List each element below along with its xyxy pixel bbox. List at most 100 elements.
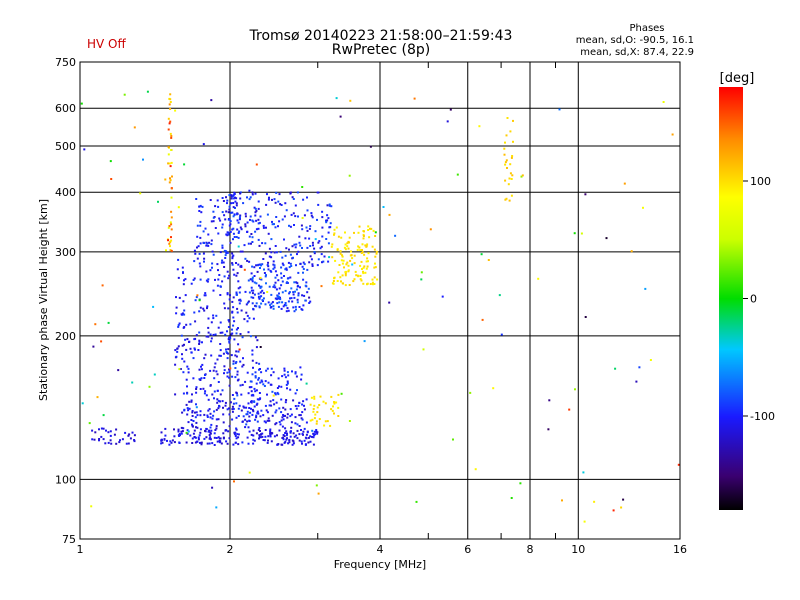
data-point — [612, 509, 615, 512]
data-point — [185, 441, 188, 444]
data-point — [207, 398, 210, 401]
data-point — [282, 434, 285, 436]
data-point — [191, 423, 193, 426]
data-point — [256, 270, 259, 273]
data-point — [131, 431, 134, 434]
data-point — [301, 432, 304, 435]
data-point — [268, 285, 271, 288]
data-point — [203, 413, 206, 416]
data-point — [226, 199, 229, 202]
data-point — [296, 301, 299, 304]
data-point — [177, 428, 180, 431]
data-point — [195, 386, 198, 389]
data-point — [139, 192, 142, 195]
data-point — [210, 99, 213, 102]
data-point — [204, 390, 207, 393]
data-point — [194, 441, 197, 444]
data-point — [233, 273, 236, 276]
data-point — [181, 312, 184, 315]
data-point — [206, 305, 209, 308]
data-point — [168, 443, 171, 446]
data-point — [294, 405, 297, 407]
data-point — [243, 406, 246, 409]
data-point — [166, 439, 168, 442]
data-point — [251, 219, 254, 222]
data-point — [246, 413, 249, 416]
data-point — [584, 316, 587, 318]
data-point — [304, 299, 307, 302]
data-point — [133, 434, 136, 437]
data-point — [246, 320, 249, 323]
data-point — [216, 358, 219, 361]
data-point — [189, 323, 192, 326]
data-point — [446, 120, 449, 123]
data-point — [361, 249, 363, 251]
data-point — [234, 367, 237, 369]
data-point — [359, 278, 362, 281]
data-point — [620, 506, 623, 509]
data-point — [253, 293, 256, 296]
data-point — [337, 406, 340, 409]
data-point — [247, 331, 250, 334]
data-point — [260, 264, 262, 267]
data-point — [226, 293, 229, 296]
data-point — [193, 347, 196, 350]
data-point — [142, 158, 144, 161]
data-point — [253, 405, 256, 408]
data-point — [347, 269, 350, 272]
data-point — [303, 404, 305, 407]
data-point — [152, 305, 155, 308]
data-point — [193, 436, 196, 438]
data-point — [237, 287, 240, 290]
data-point — [194, 252, 197, 255]
data-point — [168, 181, 171, 184]
data-point — [243, 244, 246, 247]
data-point — [274, 286, 277, 289]
data-point — [337, 271, 340, 274]
data-point — [259, 291, 262, 294]
data-point — [358, 246, 361, 249]
data-point — [506, 167, 508, 169]
data-point — [394, 234, 397, 237]
data-point — [169, 165, 172, 168]
phase-stats-o: mean, sd,O: -90.5, 16.1 — [575, 35, 694, 46]
data-point — [277, 297, 280, 300]
data-point — [510, 156, 513, 159]
data-point — [324, 402, 327, 405]
data-point — [242, 363, 245, 366]
data-point — [289, 225, 292, 228]
data-point — [100, 427, 103, 430]
data-point — [311, 265, 314, 267]
data-point — [282, 415, 285, 417]
data-point — [215, 427, 218, 430]
data-point — [294, 305, 297, 308]
data-point — [257, 207, 260, 210]
data-point — [209, 426, 212, 429]
data-point — [273, 223, 275, 226]
data-point — [274, 270, 277, 273]
data-point — [313, 251, 316, 253]
data-point — [277, 393, 280, 396]
data-point — [220, 442, 223, 445]
data-point — [256, 402, 259, 405]
data-point — [317, 492, 320, 495]
data-point — [290, 430, 292, 433]
data-point — [105, 429, 107, 432]
data-point — [302, 304, 305, 307]
data-point — [278, 421, 281, 423]
data-point — [279, 250, 282, 253]
data-point — [123, 93, 126, 96]
data-point — [241, 250, 244, 253]
data-point — [226, 234, 229, 237]
data-point — [179, 368, 182, 370]
data-point — [198, 299, 201, 302]
data-point — [227, 211, 230, 214]
data-point — [267, 417, 270, 420]
data-point — [373, 266, 376, 269]
data-point — [258, 434, 261, 437]
data-point — [177, 258, 180, 261]
data-point — [340, 280, 342, 283]
data-point — [247, 300, 250, 303]
data-point — [180, 426, 183, 429]
data-point — [326, 204, 329, 207]
